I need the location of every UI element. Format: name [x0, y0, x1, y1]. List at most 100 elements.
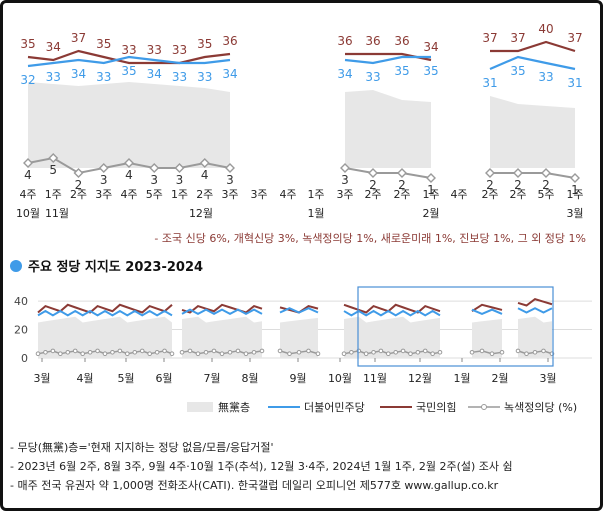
overview-green-marker	[422, 348, 428, 354]
overview-green-marker	[259, 348, 265, 354]
green-seg1-marker	[98, 163, 109, 173]
green-seg1-label: 4	[201, 168, 209, 182]
legend-label-green: 녹색정의당 (%)	[504, 401, 577, 414]
overview-green-marker	[227, 350, 233, 355]
overview-ppp-line	[181, 303, 263, 314]
green-seg2-line	[344, 167, 432, 179]
overview-green-marker	[349, 350, 354, 355]
overview-green-marker	[499, 350, 505, 355]
minjoo-seg1-label: 34	[71, 67, 86, 81]
minjoo-seg3-label: 31	[567, 76, 582, 90]
ppp-seg3-label: 37	[482, 31, 497, 45]
week-tick-label: 4주	[120, 188, 137, 201]
x-tick-label: 12월	[408, 372, 432, 385]
overview-green-marker	[363, 351, 369, 357]
minjoo-seg1-label: 33	[96, 70, 111, 84]
minjoo-seg1-label: 33	[46, 70, 61, 84]
overview-green-marker	[203, 350, 209, 355]
green-seg2-label: 3	[341, 173, 349, 187]
week-tick-label: 1주	[45, 188, 62, 201]
overview-green-marker	[532, 350, 538, 355]
overview-green-marker	[315, 351, 321, 357]
overview-green-marker	[378, 348, 384, 354]
x-tick-label: 2월	[491, 372, 508, 385]
week-tick-label: 5주	[537, 188, 554, 201]
green-seg1-marker	[149, 163, 160, 173]
week-tick-label: 3주	[95, 188, 112, 201]
green-seg1-marker	[23, 158, 33, 168]
green-seg3-marker	[485, 168, 495, 178]
green-seg3-marker	[541, 168, 551, 178]
overview-green-marker	[306, 348, 311, 354]
overview-green-marker	[58, 351, 63, 357]
green-seg2-label: 1	[427, 183, 435, 197]
green-seg3-line	[490, 172, 576, 179]
ppp-seg1-line	[27, 49, 231, 65]
ppp-seg2-label: 34	[423, 40, 438, 54]
minjoo-seg1-label: 35	[121, 64, 136, 78]
week-tick-label: 2주	[196, 188, 213, 201]
note-skipped-weeks: - 2023년 6월 2주, 8월 3주, 9월 4주·10월 1주(추석), …	[10, 460, 513, 473]
overview-nonparty-area	[344, 316, 440, 358]
green-seg2-marker	[397, 168, 407, 178]
green-seg2-label: 2	[398, 178, 406, 192]
overview-green-marker	[524, 351, 529, 357]
week-tick-label: 2주	[509, 188, 526, 201]
overview-green-marker	[386, 351, 391, 357]
overview-green-marker	[251, 350, 257, 355]
overview-minjoo-line	[181, 308, 263, 316]
legend-marker-green	[481, 404, 487, 410]
overview-green-marker	[154, 350, 160, 355]
minjoo-seg1-line	[27, 55, 231, 68]
overview-green-marker	[219, 351, 225, 357]
green-seg3-marker	[570, 173, 580, 183]
week-tick-label: 3주	[221, 188, 238, 201]
week-tick-label: 2주	[364, 188, 381, 201]
minjoo-seg3-label: 35	[510, 64, 525, 78]
overview-green-marker	[393, 350, 398, 355]
overview-green-marker	[515, 348, 521, 354]
overview-green-marker	[296, 350, 302, 355]
legend-label-nonparty: 無黨층	[218, 400, 250, 414]
x-tick-label: 3월	[539, 372, 556, 385]
overview-green-marker	[235, 348, 241, 354]
legend-label-minjoo: 더불어민주당	[304, 401, 365, 414]
green-seg1-label: 4	[24, 168, 32, 182]
x-tick-label: 8월	[241, 372, 258, 385]
overview-green-line	[471, 350, 503, 355]
green-seg1-label: 3	[176, 173, 184, 187]
ppp-seg2-label: 36	[394, 34, 409, 48]
overview-green-marker	[211, 348, 217, 354]
ppp-seg1-label: 35	[20, 37, 35, 51]
ppp-seg2-label: 36	[337, 34, 352, 48]
overview-green-marker	[110, 350, 115, 355]
notes: - 무당(無黨)층='현재 지지하는 정당 없음/모름/응답거절' - 2023…	[10, 438, 595, 495]
title-bullet	[10, 260, 22, 272]
y-tick-label: 20	[14, 324, 28, 337]
week-tick-label: 1주	[171, 188, 188, 201]
overview-green-marker	[489, 351, 495, 357]
week-tick-label: 1주	[307, 188, 324, 201]
green-seg1-marker	[73, 168, 84, 178]
overview-green-marker	[179, 350, 185, 355]
overview-nonparty-area	[182, 316, 262, 358]
overview-green-marker	[80, 351, 85, 357]
minjoo-seg3-label: 33	[538, 70, 553, 84]
ppp-seg3-label: 37	[510, 31, 525, 45]
overview-minjoo-line	[471, 308, 503, 315]
green-seg2-label: 2	[369, 178, 377, 192]
x-tick-label: 11월	[363, 372, 387, 385]
overview-green-marker	[479, 348, 485, 354]
overview-green-marker	[87, 350, 93, 355]
overview-green-marker	[72, 348, 78, 354]
green-seg1-label: 3	[226, 173, 234, 187]
overview-green-marker	[469, 350, 475, 355]
overview-green-marker	[243, 351, 249, 357]
x-tick-label: 5월	[117, 372, 134, 385]
overview-green-marker	[95, 348, 100, 354]
overview-green-marker	[287, 351, 292, 357]
ppp-seg3-label: 37	[567, 31, 582, 45]
minjoo-seg1-label: 33	[197, 70, 212, 84]
green-seg3-label: 2	[542, 178, 550, 192]
